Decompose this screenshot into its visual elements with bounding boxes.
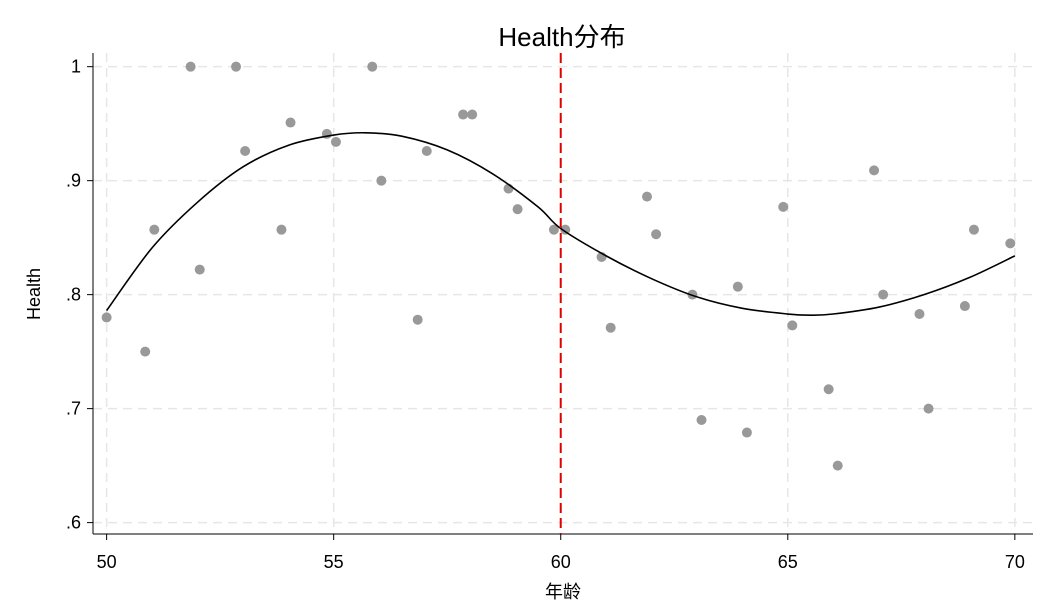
x-tick-label: 65 bbox=[778, 552, 798, 572]
data-point bbox=[778, 201, 789, 212]
data-point bbox=[149, 224, 160, 235]
data-point bbox=[376, 175, 387, 186]
data-point bbox=[467, 109, 478, 120]
data-point bbox=[642, 191, 653, 202]
data-point bbox=[787, 320, 798, 331]
data-point bbox=[968, 224, 979, 235]
data-point bbox=[959, 301, 970, 312]
y-tick-label: .7 bbox=[66, 399, 81, 419]
data-point bbox=[421, 146, 432, 157]
data-point bbox=[367, 61, 378, 72]
grid bbox=[93, 53, 1033, 534]
y-tick-label: .9 bbox=[66, 171, 81, 191]
x-tick-label: 70 bbox=[1005, 552, 1025, 572]
data-point bbox=[923, 403, 934, 414]
data-point bbox=[1005, 238, 1016, 249]
y-tick-label: 1 bbox=[71, 57, 81, 77]
data-point bbox=[240, 146, 251, 157]
data-point bbox=[458, 109, 469, 120]
y-axis-title: Health bbox=[24, 268, 44, 320]
x-tick-label: 50 bbox=[97, 552, 117, 572]
data-point bbox=[878, 289, 889, 300]
data-point bbox=[832, 460, 843, 471]
data-point bbox=[194, 264, 205, 275]
data-point bbox=[231, 61, 242, 72]
y-tick-label: .8 bbox=[66, 285, 81, 305]
x-tick-label: 60 bbox=[551, 552, 571, 572]
data-point bbox=[741, 427, 752, 438]
data-point bbox=[732, 281, 743, 292]
data-point bbox=[276, 224, 287, 235]
data-point bbox=[412, 314, 423, 325]
ticks: .6 .7 .8 .9 1 50 55 60 65 70 bbox=[66, 57, 1025, 572]
data-point bbox=[651, 229, 662, 240]
x-tick-label: 55 bbox=[324, 552, 344, 572]
data-point bbox=[140, 346, 151, 357]
data-point bbox=[696, 415, 707, 426]
data-point bbox=[548, 224, 559, 235]
fit-line-group bbox=[105, 131, 1016, 316]
data-point bbox=[560, 224, 571, 235]
data-point bbox=[869, 165, 880, 176]
data-point bbox=[330, 136, 341, 147]
data-point bbox=[823, 384, 834, 395]
axes bbox=[92, 53, 1033, 535]
y-tick-label: .6 bbox=[66, 513, 81, 533]
data-point bbox=[512, 204, 523, 215]
x-axis-title: 年龄 bbox=[545, 582, 581, 602]
data-point bbox=[605, 322, 616, 333]
data-point bbox=[285, 117, 296, 128]
data-points bbox=[101, 61, 1016, 471]
chart-title: Health分布 bbox=[498, 22, 625, 52]
data-point bbox=[914, 309, 925, 320]
fit-line bbox=[105, 131, 1016, 316]
data-point bbox=[185, 61, 196, 72]
data-point bbox=[101, 312, 112, 323]
